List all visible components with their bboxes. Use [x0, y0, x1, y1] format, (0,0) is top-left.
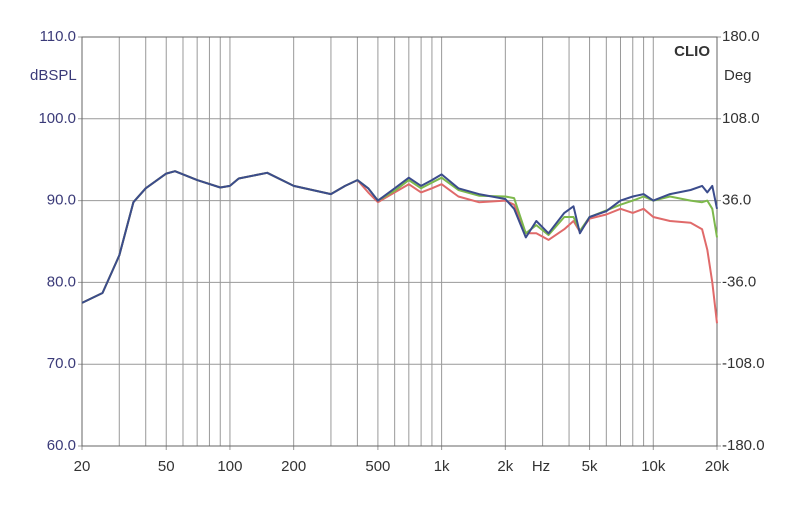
y-tick-label: 110.0 [40, 28, 76, 45]
y2-tick-label: 36.0 [722, 192, 751, 209]
x-axis-label: Hz [532, 458, 550, 475]
y2-tick-label: -36.0 [722, 273, 756, 290]
x-tick-label: 2k [497, 458, 513, 475]
series-line [81, 170, 718, 324]
x-tick-label: 5k [582, 458, 598, 475]
x-tick-label: 20k [705, 458, 730, 475]
x-tick-label: 50 [158, 458, 175, 475]
series-line [81, 170, 718, 304]
y-tick-label: 80.0 [47, 273, 76, 290]
x-tick-label: 20 [74, 458, 91, 475]
x-tick-label: 200 [281, 458, 306, 475]
y2-tick-label: 180.0 [722, 28, 760, 45]
x-tick-label: 500 [365, 458, 390, 475]
y2-tick-label: -108.0 [722, 355, 765, 372]
x-tick-label: 10k [641, 458, 666, 475]
y-axis-label: dBSPL [30, 67, 77, 84]
y2-tick-label: 108.0 [722, 110, 760, 127]
series-line [81, 170, 718, 304]
y2-axis-label: Deg [724, 67, 752, 84]
y-tick-label: 90.0 [47, 192, 76, 209]
y-tick-label: 60.0 [47, 437, 76, 454]
x-tick-label: 1k [434, 458, 450, 475]
y-tick-label: 70.0 [47, 355, 76, 372]
y-tick-label: 100.0 [38, 110, 76, 127]
plot-frame [81, 36, 718, 447]
x-tick-label: 100 [217, 458, 242, 475]
y2-tick-label: -180.0 [722, 437, 765, 454]
chart-title: CLIO [674, 43, 710, 60]
